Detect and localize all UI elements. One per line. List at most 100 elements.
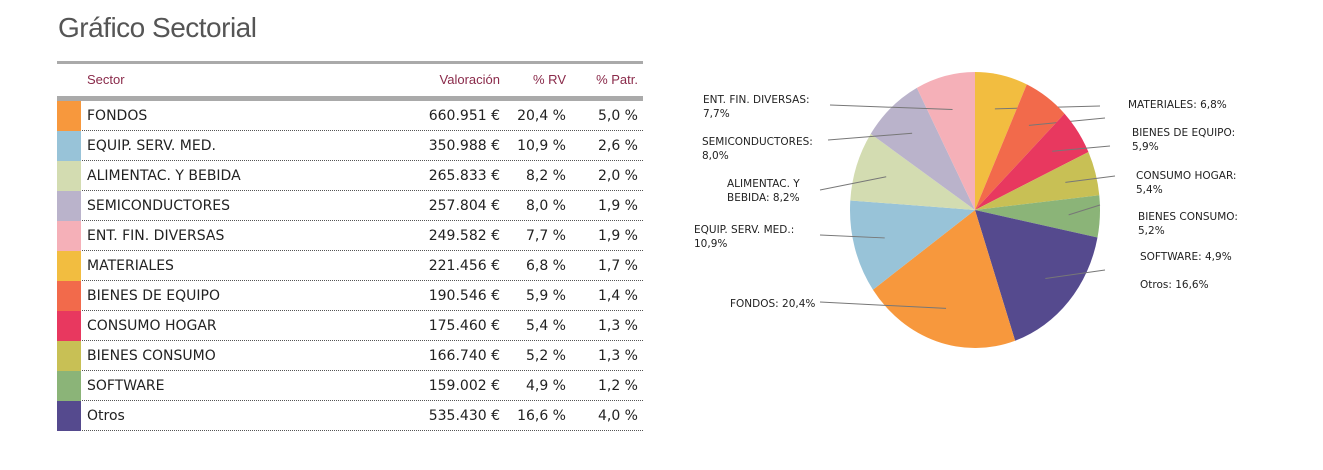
color-swatch	[57, 371, 81, 401]
pie-slice	[850, 133, 975, 210]
table-row: SOFTWARE 159.002 € 4,9 % 1,2 %	[57, 371, 643, 401]
valoracion: 265.833 €	[428, 168, 500, 184]
sector-name: Otros	[87, 408, 125, 424]
header-sector: Sector	[87, 72, 125, 87]
table-row: ALIMENTAC. Y BEBIDA 265.833 € 8,2 % 2,0 …	[57, 161, 643, 191]
color-swatch	[57, 131, 81, 161]
valoracion: 249.582 €	[428, 228, 500, 244]
slice-label: ENT. FIN. DIVERSAS: 7,7%	[703, 94, 810, 120]
color-swatch	[57, 251, 81, 281]
pct-patr: 1,9 %	[597, 198, 638, 214]
color-swatch	[57, 161, 81, 191]
sector-name: CONSUMO HOGAR	[87, 318, 217, 334]
table-row: Otros 535.430 € 16,6 % 4,0 %	[57, 401, 643, 431]
leader-line	[819, 234, 885, 239]
valoracion: 159.002 €	[428, 378, 500, 394]
pie-slice	[975, 84, 1065, 210]
color-swatch	[57, 101, 81, 131]
table-row: MATERIALES 221.456 € 6,8 % 1,7 %	[57, 251, 643, 281]
table-row: ENT. FIN. DIVERSAS 249.582 € 7,7 % 1,9 %	[57, 221, 643, 251]
slice-label: CONSUMO HOGAR: 5,4%	[1136, 170, 1237, 196]
pie-slice	[975, 152, 1100, 210]
slice-label: EQUIP. SERV. MED.: 10,9%	[694, 224, 795, 250]
table-row: CONSUMO HOGAR 175.460 € 5,4 % 1,3 %	[57, 311, 643, 341]
header-valoracion: Valoración	[439, 72, 500, 87]
pct-patr: 4,0 %	[597, 408, 638, 424]
pct-patr: 1,3 %	[597, 318, 638, 334]
pie-slice	[975, 210, 1098, 341]
color-swatch	[57, 401, 81, 431]
pie-slice	[872, 210, 1016, 348]
table-row: BIENES DE EQUIPO 190.546 € 5,9 % 1,4 %	[57, 281, 643, 311]
pie-slice	[850, 200, 975, 290]
leader-line	[1052, 145, 1111, 152]
pct-patr: 2,0 %	[597, 168, 638, 184]
color-swatch	[57, 221, 81, 251]
pct-rv: 10,9 %	[517, 138, 566, 154]
valoracion: 660.951 €	[428, 108, 500, 124]
table-row: FONDOS 660.951 € 20,4 % 5,0 %	[57, 101, 643, 131]
sector-name: MATERIALES	[87, 258, 174, 274]
slice-label: SEMICONDUCTORES: 8,0%	[702, 136, 813, 162]
leader-line	[1065, 175, 1116, 183]
pct-rv: 4,9 %	[525, 378, 566, 394]
slice-label: SOFTWARE: 4,9%	[1140, 251, 1232, 263]
pct-patr: 1,2 %	[597, 378, 638, 394]
valoracion: 190.546 €	[428, 288, 500, 304]
sector-name: SOFTWARE	[87, 378, 165, 394]
pct-patr: 1,4 %	[597, 288, 638, 304]
pct-rv: 8,0 %	[525, 198, 566, 214]
pie-slice	[975, 72, 1027, 210]
sector-table: Sector Valoración % RV % Patr. FONDOS 66…	[57, 61, 643, 431]
leader-line	[819, 301, 947, 309]
sector-name: EQUIP. SERV. MED.	[87, 138, 216, 154]
pct-patr: 5,0 %	[597, 108, 638, 124]
valoracion: 175.460 €	[428, 318, 500, 334]
leader-line	[827, 132, 913, 141]
slice-label: ALIMENTAC. Y BEBIDA: 8,2%	[727, 178, 800, 204]
leader-line	[1045, 269, 1106, 279]
pct-patr: 2,6 %	[597, 138, 638, 154]
pct-rv: 6,8 %	[525, 258, 566, 274]
leader-line	[819, 176, 887, 191]
pct-rv: 8,2 %	[525, 168, 566, 184]
valoracion: 257.804 €	[428, 198, 500, 214]
valoracion: 166.740 €	[428, 348, 500, 364]
valoracion: 221.456 €	[428, 258, 500, 274]
pct-rv: 5,4 %	[525, 318, 566, 334]
table-row: BIENES CONSUMO 166.740 € 5,2 % 1,3 %	[57, 341, 643, 371]
color-swatch	[57, 281, 81, 311]
header-patr: % Patr.	[596, 72, 638, 87]
color-swatch	[57, 341, 81, 371]
pie-slice	[975, 195, 1100, 238]
color-swatch	[57, 311, 81, 341]
sector-name: FONDOS	[87, 108, 148, 124]
table-row: SEMICONDUCTORES 257.804 € 8,0 % 1,9 %	[57, 191, 643, 221]
table-body: FONDOS 660.951 € 20,4 % 5,0 % EQUIP. SER…	[57, 101, 643, 431]
slice-label: Otros: 16,6%	[1140, 279, 1209, 291]
pct-rv: 5,2 %	[525, 348, 566, 364]
slice-label: BIENES DE EQUIPO: 5,9%	[1132, 127, 1236, 153]
pie-slice	[870, 87, 975, 210]
table-header: Sector Valoración % RV % Patr.	[57, 64, 643, 101]
slice-label: MATERIALES: 6,8%	[1128, 99, 1227, 111]
pct-rv: 20,4 %	[517, 108, 566, 124]
sector-name: ALIMENTAC. Y BEBIDA	[87, 168, 241, 184]
leader-line	[829, 104, 953, 111]
sector-name: SEMICONDUCTORES	[87, 198, 231, 214]
slice-label: BIENES CONSUMO: 5,2%	[1138, 211, 1238, 237]
slice-label: FONDOS: 20,4%	[730, 298, 816, 310]
color-swatch	[57, 191, 81, 221]
sector-name: BIENES DE EQUIPO	[87, 288, 221, 304]
pct-rv: 16,6 %	[517, 408, 566, 424]
pct-patr: 1,3 %	[597, 348, 638, 364]
sector-name: ENT. FIN. DIVERSAS	[87, 228, 225, 244]
pct-rv: 7,7 %	[525, 228, 566, 244]
table-row: EQUIP. SERV. MED. 350.988 € 10,9 % 2,6 %	[57, 131, 643, 161]
page-title: Gráfico Sectorial	[58, 12, 257, 43]
pie-slice	[916, 72, 975, 210]
pie-slice	[975, 113, 1089, 210]
valoracion: 350.988 €	[428, 138, 500, 154]
leader-line	[1068, 204, 1101, 216]
